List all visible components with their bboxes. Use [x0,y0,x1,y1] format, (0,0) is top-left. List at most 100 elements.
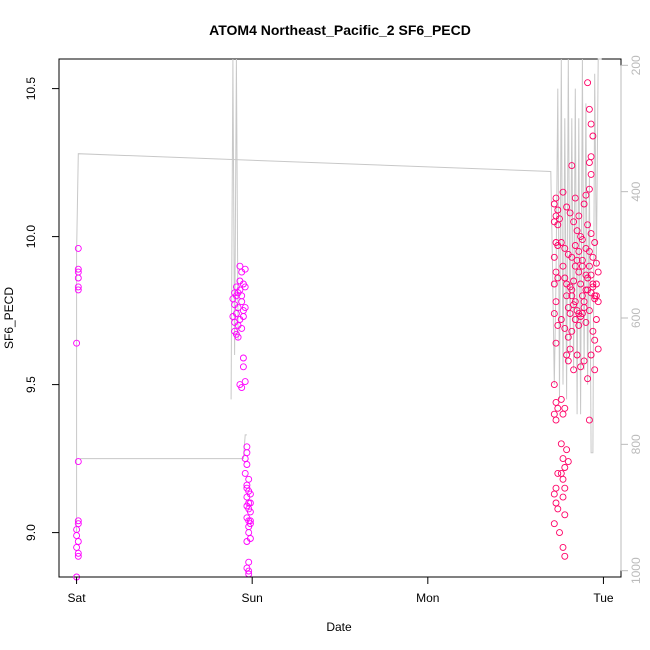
data-point [584,79,592,87]
data-point [561,244,569,252]
data-point [73,543,81,551]
data-points [73,79,602,581]
data-point [238,324,246,332]
data-point [74,552,82,560]
data-point [571,242,579,249]
data-point [561,274,569,282]
data-point [563,292,571,300]
data-point [73,532,81,540]
data-point [577,280,585,288]
data-point [575,268,583,276]
data-point [571,194,579,202]
data-point [577,313,585,320]
data-point [550,490,558,498]
data-point [552,339,560,347]
data-point [552,484,560,492]
data-point [592,259,600,267]
data-point [557,239,565,246]
data-point [570,218,578,226]
data-point [243,461,251,468]
data-point [554,469,562,477]
data-point [582,191,590,199]
data-point [550,310,558,318]
data-point [587,120,595,128]
data-point [563,446,571,454]
y-axis-label: SF6_PECD [2,287,16,349]
data-point [587,230,595,238]
chart-title: ATOM4 Northeast_Pacific_2 SF6_PECD [209,22,471,38]
data-point [568,327,576,335]
data-point [592,316,600,323]
data-point [74,286,82,294]
data-point [570,301,578,309]
x-tick-label: Sat [68,591,87,605]
y-tick-label: 9.0 [24,524,38,541]
data-point [559,410,567,418]
data-point [561,511,569,519]
data-point [239,363,247,371]
data-point [594,345,602,353]
data-point [243,443,251,451]
data-point [584,375,592,383]
data-point [585,247,593,255]
y2-tick-label: 800 [629,434,643,454]
data-point [580,200,588,208]
x-axis: Sat Sun Mon Tue [68,576,614,605]
data-point [587,289,595,297]
data-point [575,247,583,255]
data-point [573,227,581,235]
data-point [589,253,597,261]
data-point [571,316,579,323]
x-axis-label: Date [326,620,352,634]
plot-frame [58,58,622,578]
y2-axis: 200 400 600 800 1000 [620,55,643,584]
data-point [246,508,254,516]
data-point [589,280,597,288]
data-point [74,549,82,557]
data-point [561,464,569,471]
y-tick-label: 9.5 [24,376,38,393]
data-point [575,321,583,329]
data-point [74,244,82,252]
data-point [582,318,590,326]
data-point [578,236,586,244]
data-point [234,333,242,341]
data-point [232,310,240,318]
data-point [568,162,576,170]
data-point [243,484,251,492]
data-point [559,455,567,463]
y2-tick-label: 600 [629,308,643,328]
data-point [566,209,574,217]
data-point [559,543,567,551]
data-point [577,363,585,371]
data-point [552,194,560,202]
data-point [584,221,592,229]
data-point [564,304,572,312]
data-point [550,410,558,418]
data-point [550,381,558,389]
data-point [591,366,599,374]
data-point [554,505,562,513]
data-point [559,188,567,196]
data-point [563,203,571,211]
data-point [578,262,586,270]
data-point [241,378,249,386]
data-point [585,105,593,113]
data-point [594,268,602,276]
data-point [550,520,558,528]
y2-tick-label: 200 [629,55,643,75]
data-point [585,307,593,315]
data-point [564,333,572,341]
data-point [245,567,253,575]
data-point [591,295,599,303]
data-point [239,313,247,320]
data-point [566,310,574,318]
x-tick-label: Tue [593,591,614,605]
data-point [573,307,581,315]
data-point [241,265,249,273]
data-point [557,395,565,403]
y2-tick-label: 400 [629,181,643,201]
data-point [74,458,82,466]
x-tick-label: Mon [416,591,439,605]
